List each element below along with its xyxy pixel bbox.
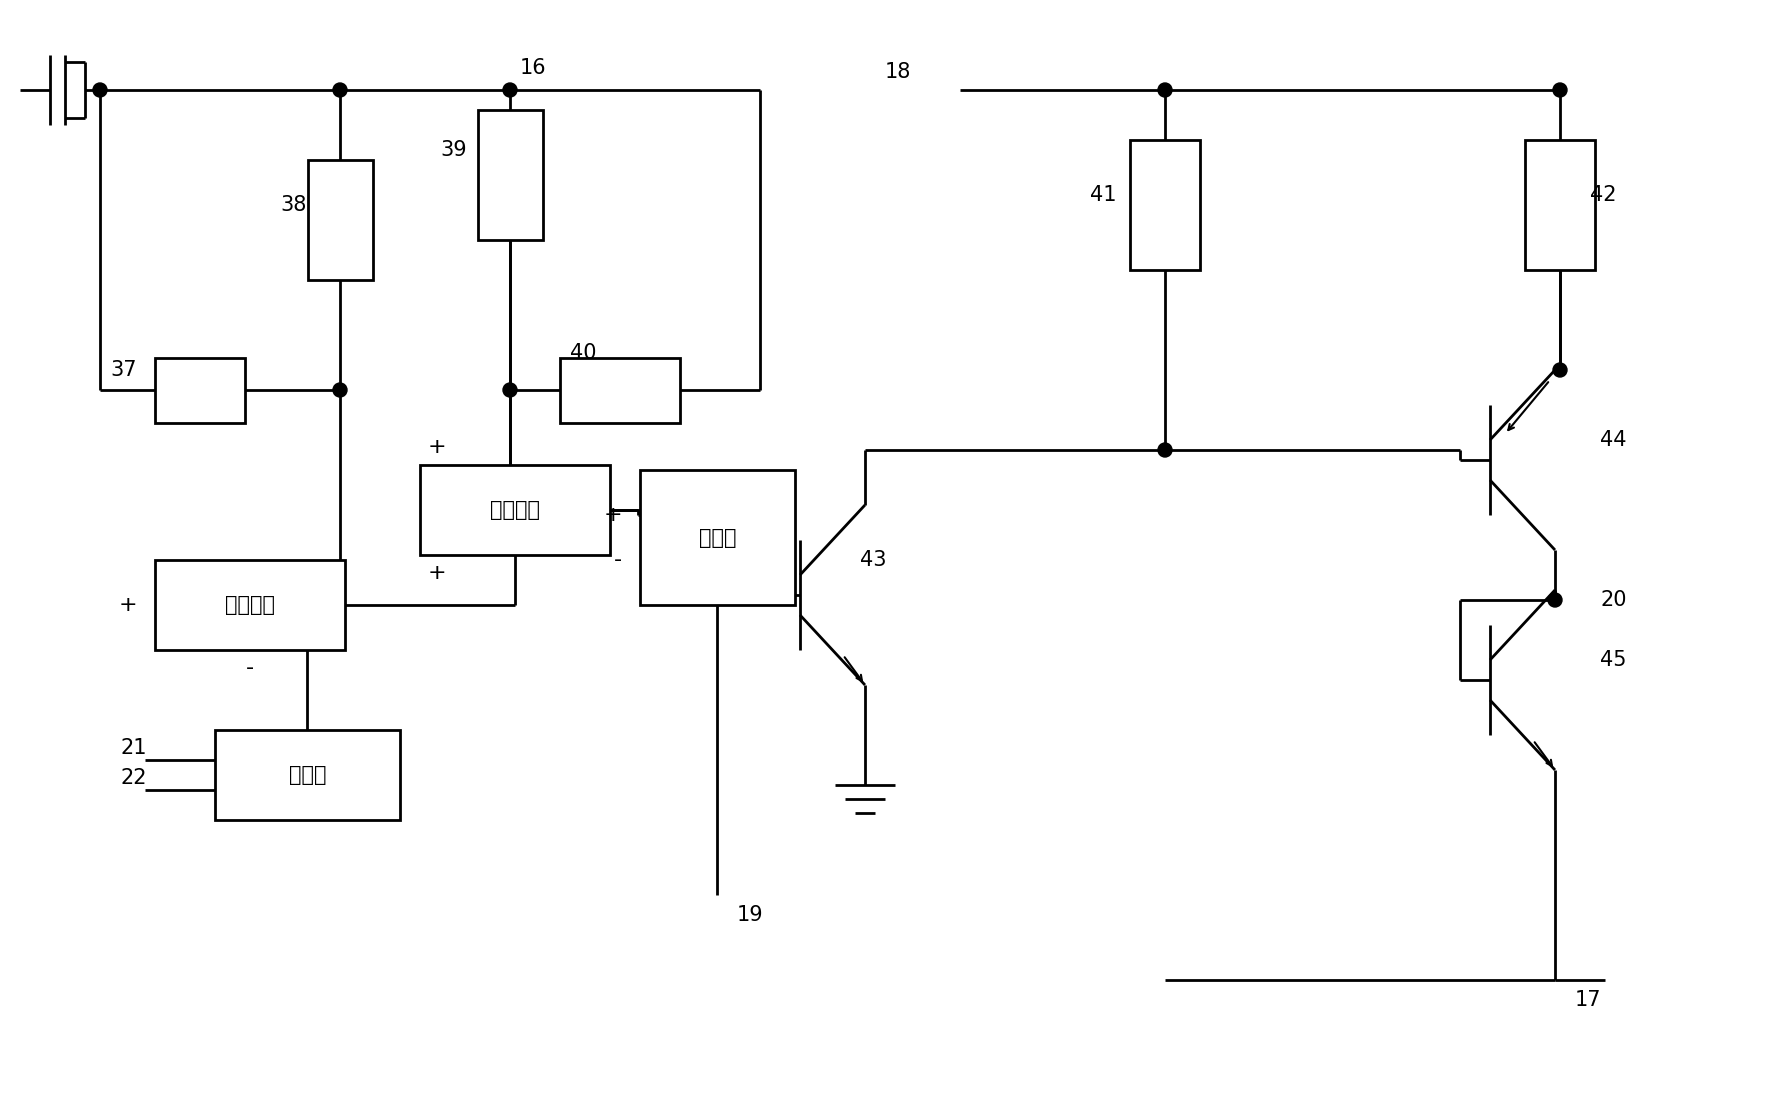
Text: 42: 42 [1590, 185, 1617, 205]
Text: +: + [427, 437, 447, 457]
Bar [560, 358, 681, 423]
Text: -: - [246, 658, 254, 678]
Text: 44: 44 [1599, 429, 1626, 450]
Text: 45: 45 [1599, 650, 1626, 670]
Circle shape [92, 83, 106, 97]
Circle shape [504, 83, 518, 97]
Bar [640, 470, 794, 605]
Bar [479, 110, 543, 240]
Text: 38: 38 [280, 195, 307, 215]
Bar [154, 358, 245, 423]
Text: 19: 19 [738, 905, 764, 925]
Circle shape [1548, 593, 1562, 607]
Bar [1129, 140, 1200, 270]
Text: 39: 39 [440, 140, 466, 160]
Text: 40: 40 [569, 343, 596, 363]
Bar [215, 730, 401, 820]
Text: 16: 16 [519, 59, 546, 78]
Text: 17: 17 [1574, 990, 1601, 1010]
Circle shape [1553, 83, 1567, 97]
Text: 21: 21 [121, 737, 147, 758]
Text: 求和电路: 求和电路 [489, 500, 541, 520]
Text: 43: 43 [860, 550, 886, 570]
Text: 求差电路: 求差电路 [225, 595, 275, 615]
Text: +: + [427, 563, 447, 583]
Text: 41: 41 [1090, 185, 1117, 205]
Text: 20: 20 [1599, 590, 1626, 611]
Bar [420, 465, 610, 555]
Circle shape [1158, 83, 1172, 97]
Text: 37: 37 [110, 360, 137, 380]
Circle shape [1553, 363, 1567, 376]
Text: 18: 18 [885, 62, 911, 82]
Text: +: + [603, 505, 622, 526]
Bar [1525, 140, 1596, 270]
Text: +: + [119, 595, 137, 615]
Circle shape [333, 383, 348, 397]
Circle shape [333, 83, 348, 97]
Bar [154, 560, 346, 650]
Text: 22: 22 [121, 768, 147, 788]
Bar [309, 160, 372, 280]
Text: 比较器: 比较器 [699, 528, 736, 548]
Text: 乘法器: 乘法器 [289, 765, 326, 785]
Circle shape [504, 383, 518, 397]
Text: -: - [613, 550, 622, 570]
Circle shape [1158, 443, 1172, 457]
